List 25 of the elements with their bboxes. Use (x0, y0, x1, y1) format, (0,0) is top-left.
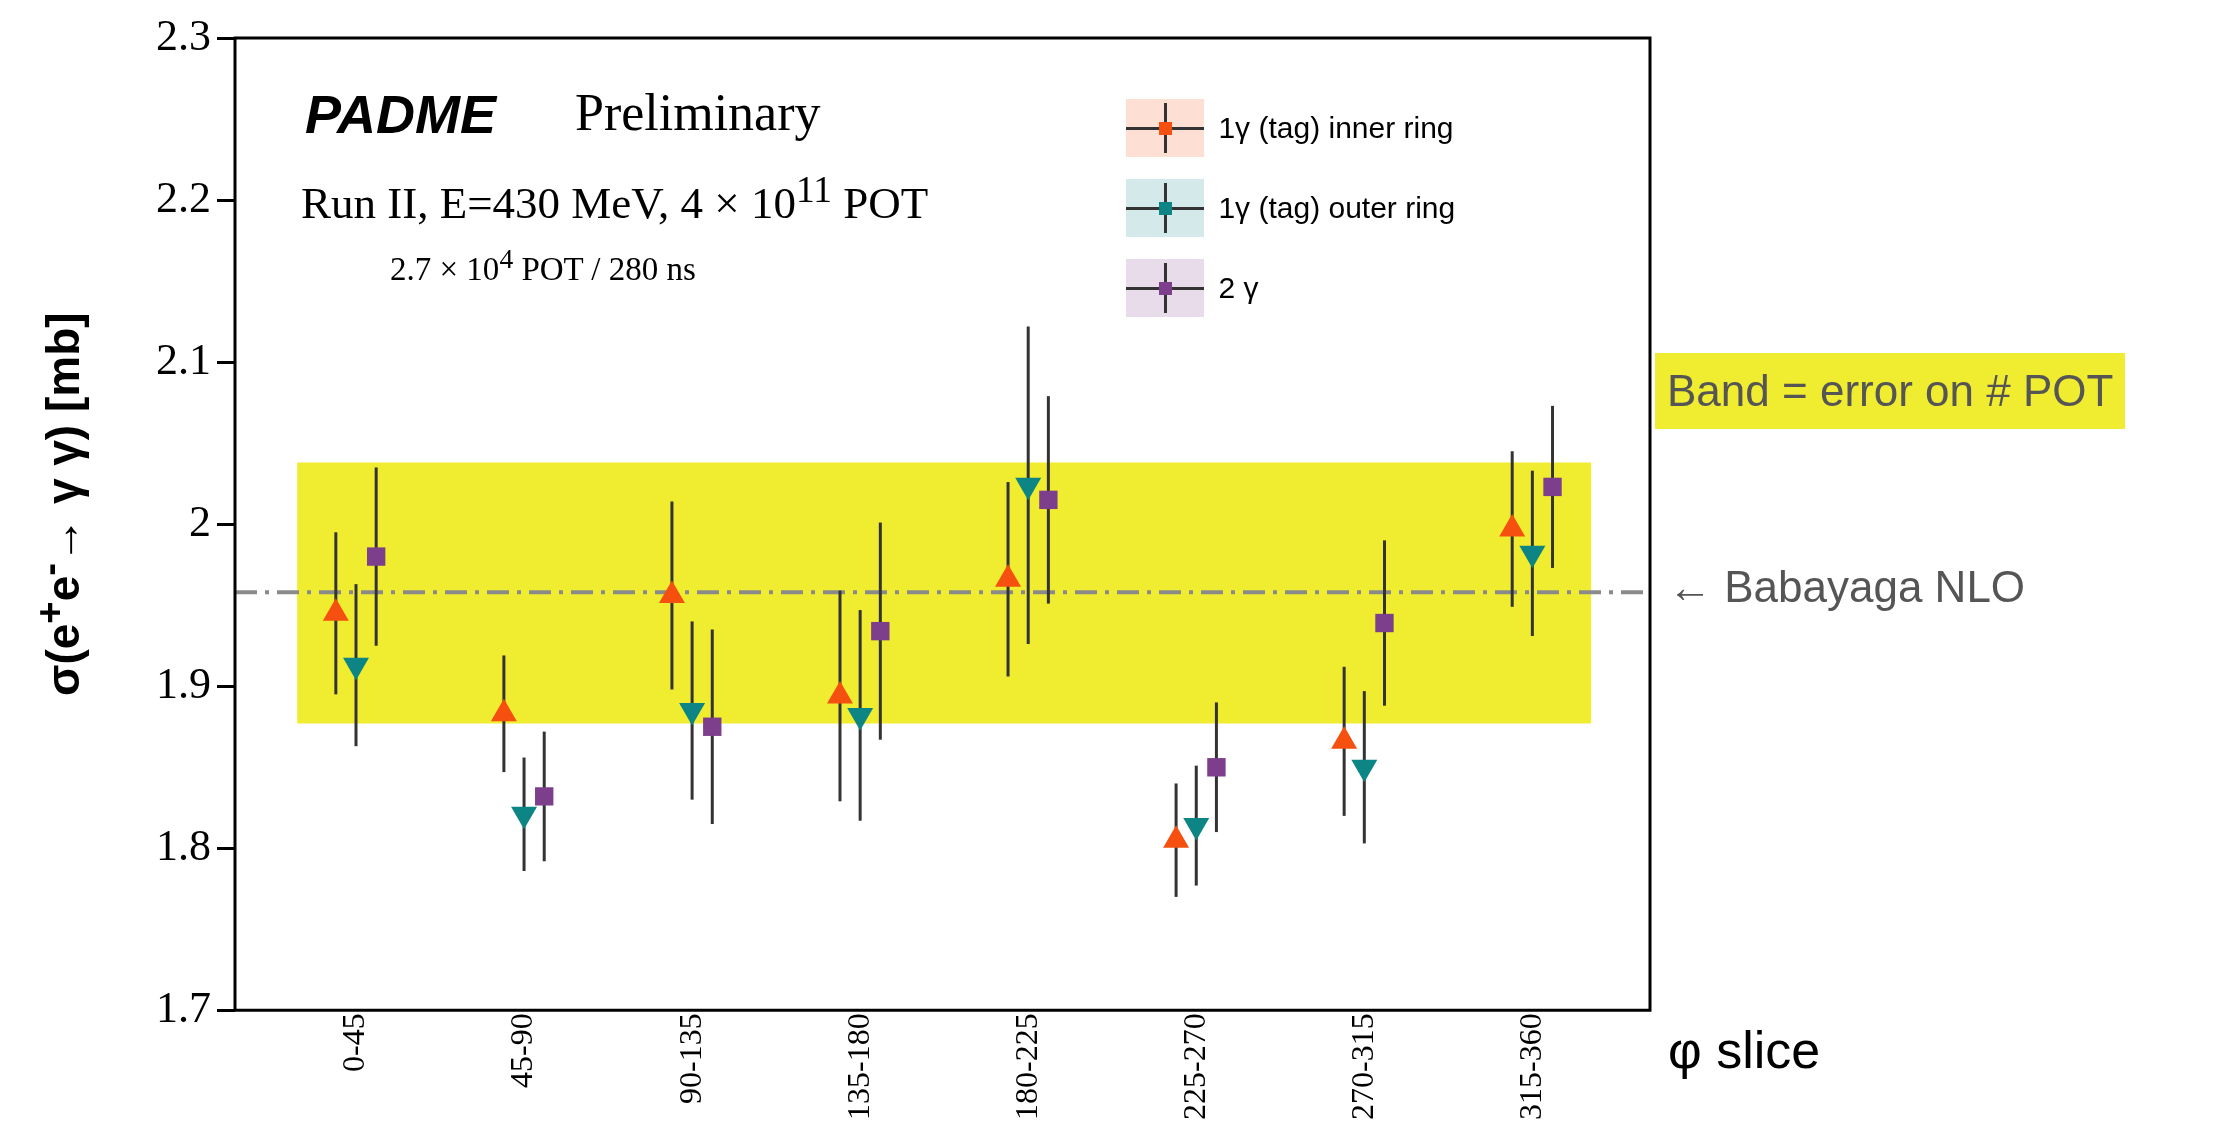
x-tick-label: 180-225 (1007, 1013, 1044, 1120)
y-tick-label: 2.1 (156, 334, 211, 384)
y-tick-label: 1.8 (156, 820, 211, 870)
legend-label: 1γ (tag) outer ring (1218, 191, 1456, 225)
x-tick-label: 135-180 (839, 1013, 876, 1120)
y-tick-label: 1.9 (156, 658, 211, 708)
x-tick-label: 45-90 (503, 1013, 540, 1088)
band-label: Band = error on # POT (1655, 353, 2126, 430)
legend-label: 2 γ (1218, 271, 1259, 305)
text: PADME (305, 83, 497, 145)
annotation: 2.7 × 10$^{4}$ POT / 280 ns (390, 243, 696, 288)
ref-line-label: ← Babayaga NLO (1668, 562, 2026, 613)
y-tick-label: 2.3 (156, 10, 211, 60)
x-tick-label: 270-315 (1343, 1013, 1380, 1120)
annotation: Run II, E=430 MeV, 4 × 10$^{11}$ POT (301, 168, 929, 229)
x-tick-label: 90-135 (671, 1013, 708, 1104)
x-tick-label: 0-45 (335, 1013, 372, 1072)
x-tick-label: 225-270 (1175, 1013, 1212, 1120)
y-tick-label: 1.7 (156, 982, 211, 1032)
y-tick-label: 2 (189, 496, 211, 546)
text: Preliminary (575, 83, 821, 142)
y-tick-label: 2.2 (156, 172, 211, 222)
x-tick-label: 315-360 (1511, 1013, 1548, 1120)
legend-label: 1γ (tag) inner ring (1218, 111, 1454, 145)
x-axis-title: φ slice (1668, 1020, 1821, 1081)
